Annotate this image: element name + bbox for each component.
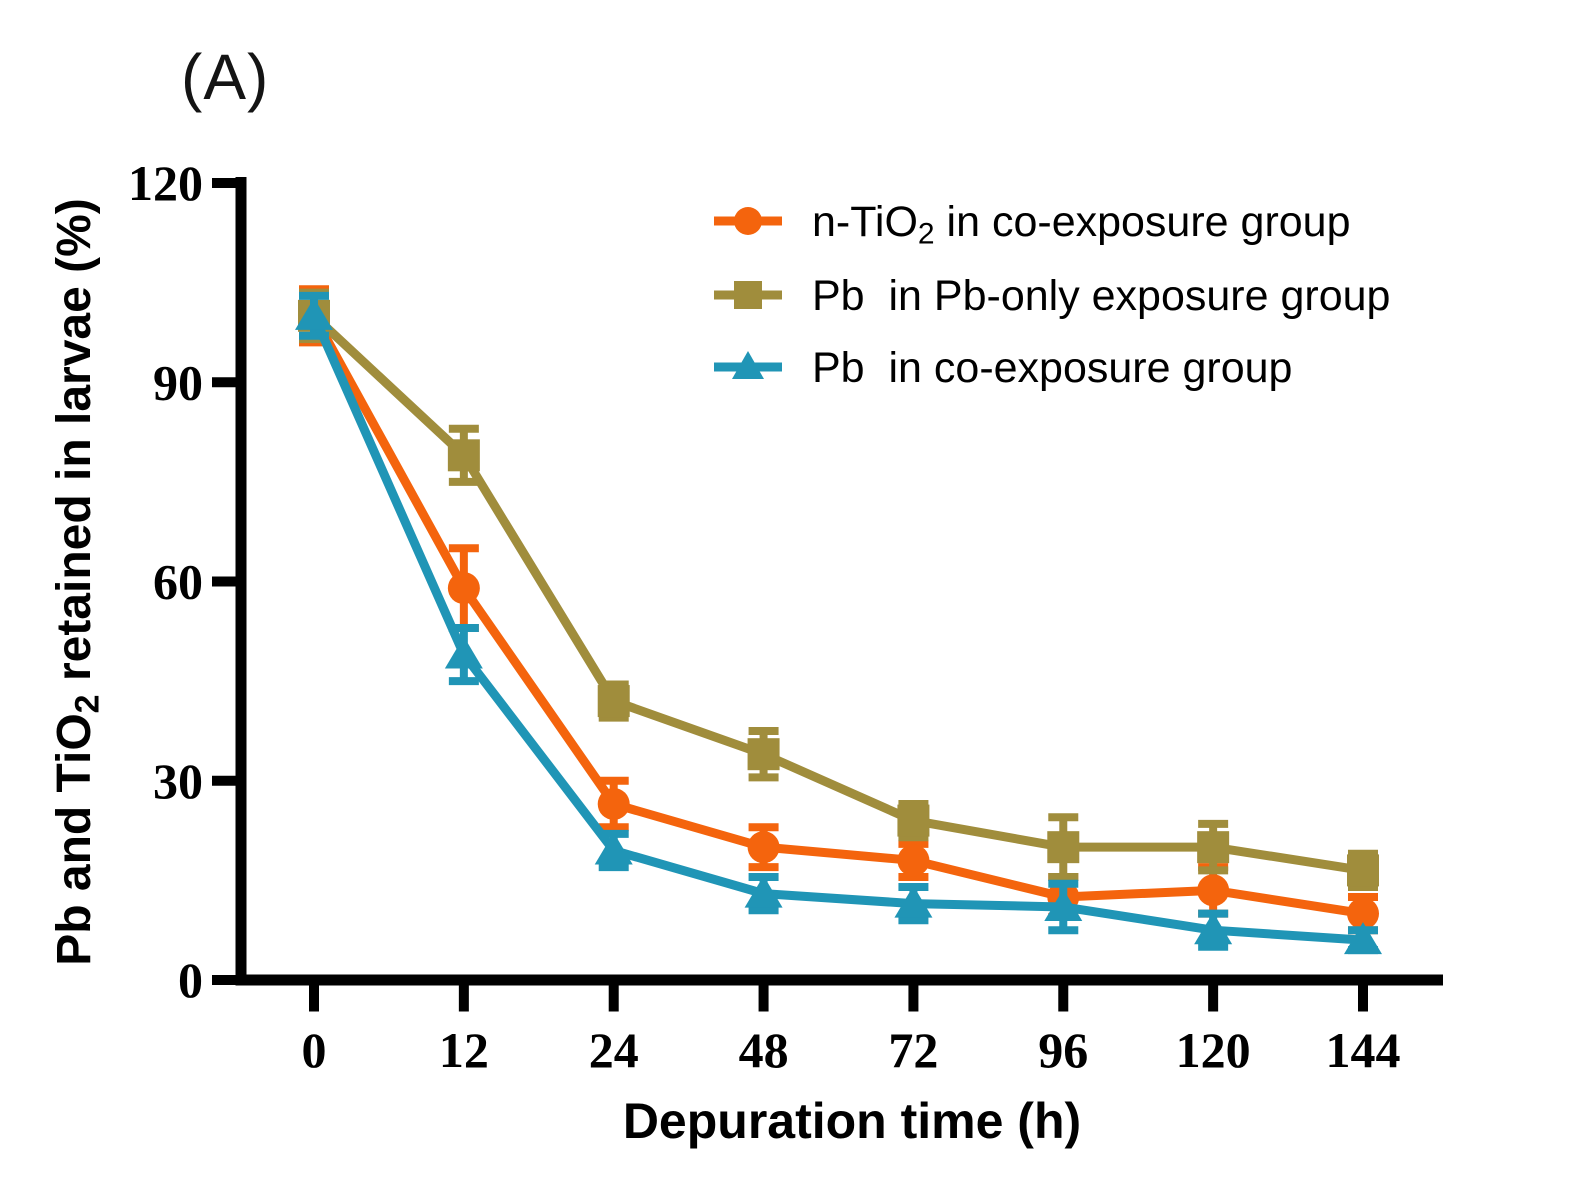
data-point-marker [1047, 831, 1080, 864]
x-tick-label-48: 48 [739, 1022, 789, 1078]
data-point-marker [447, 439, 480, 472]
x-tick-label-96: 96 [1038, 1022, 1088, 1078]
series-line [310, 313, 1364, 919]
legend-label: n-TiO2 in co-exposure group [812, 198, 1351, 251]
x-tick-label-144: 144 [1325, 1022, 1400, 1078]
y-tick-label-60: 60 [153, 554, 203, 610]
data-point-marker [1197, 874, 1230, 907]
data-point-marker [295, 297, 333, 330]
data-point-marker [1346, 897, 1379, 930]
x-tick-label-72: 72 [888, 1022, 938, 1078]
axes [212, 177, 1443, 1012]
data-point-marker [597, 685, 630, 718]
legend-item-n-tio2-in-co-exposure-group: n-TiO2 in co-exposure group [714, 198, 1351, 251]
data-point-marker [1197, 831, 1230, 864]
data-point-marker [747, 831, 780, 864]
legend-marker [732, 351, 764, 379]
series-line [310, 312, 1364, 875]
tick-labels: 0 30 60 90 120 0 12 24 48 72 96 120 144 [128, 155, 1400, 1078]
x-axis-title: Depuration time (h) [623, 1093, 1081, 1149]
y-tick-label-90: 90 [153, 354, 203, 410]
x-tick-label-120: 120 [1176, 1022, 1251, 1078]
data-point-marker [594, 832, 633, 865]
series-markers [295, 297, 1382, 955]
x-tick-label-0: 0 [302, 1022, 327, 1078]
data-point-marker [1343, 922, 1382, 955]
x-tick-label-12: 12 [439, 1022, 489, 1078]
y-tick-label-30: 30 [153, 753, 203, 809]
legend-label: Pb in co-exposure group [812, 344, 1292, 392]
panel-label: (A) [181, 41, 270, 113]
data-point-marker [444, 636, 483, 669]
data-point-marker [894, 885, 933, 918]
data-point-marker [447, 572, 480, 605]
data-point-marker [1346, 854, 1379, 887]
x-tick-label-24: 24 [589, 1022, 639, 1078]
legend: n-TiO2 in co-exposure group Pb in Pb-only… [714, 198, 1390, 392]
data-point-marker [897, 804, 930, 837]
data-point-marker [597, 787, 630, 820]
data-point-marker [1194, 912, 1233, 945]
y-tick-label-120: 120 [128, 155, 203, 211]
data-point-marker [744, 875, 783, 908]
data-point-marker [747, 738, 780, 771]
series-line [309, 314, 1364, 945]
data-point-marker [897, 844, 930, 877]
data-point-marker [1044, 888, 1083, 921]
legend-marker [734, 281, 762, 309]
legend-item-pb-in-co-exposure-group: Pb in co-exposure group [714, 344, 1292, 392]
legend-label: Pb in Pb-only exposure group [812, 272, 1390, 320]
legend-marker [734, 207, 762, 235]
y-tick-label-0: 0 [178, 952, 203, 1008]
series-pb-in-co-exposure-group [295, 291, 1382, 955]
y-axis-title: Pb and TiO2 retained in larvae (%) [48, 198, 107, 966]
legend-item-pb-in-pb-only-exposure-group: Pb in Pb-only exposure group [714, 272, 1390, 320]
